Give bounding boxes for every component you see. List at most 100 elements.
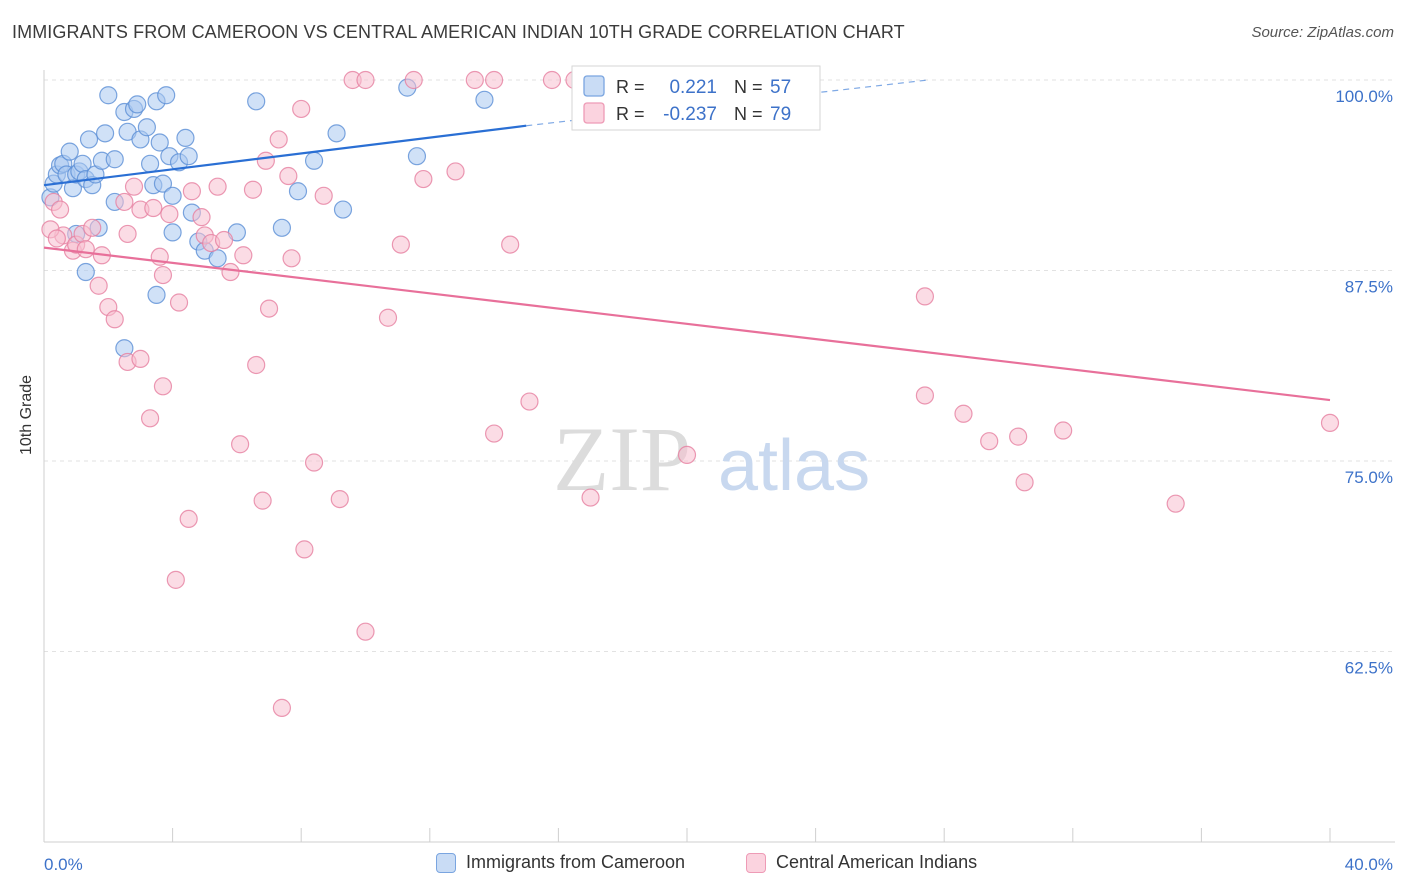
point-central-american-indian[interactable] xyxy=(378,308,398,327)
stats-n-value: 79 xyxy=(770,104,791,125)
point-central-american-indian[interactable] xyxy=(501,235,520,254)
point-central-american-indian[interactable] xyxy=(446,162,465,181)
point-cameroon[interactable] xyxy=(272,218,292,237)
point-central-american-indian[interactable] xyxy=(485,70,504,90)
point-central-american-indian[interactable] xyxy=(915,287,935,306)
point-central-american-indian[interactable] xyxy=(115,192,134,212)
point-central-american-indian[interactable] xyxy=(118,224,137,244)
point-cameroon[interactable] xyxy=(128,95,147,114)
point-cameroon[interactable] xyxy=(79,130,99,149)
point-central-american-indian[interactable] xyxy=(131,349,150,368)
point-central-american-indian[interactable] xyxy=(677,445,697,465)
point-central-american-indian[interactable] xyxy=(231,435,250,454)
point-central-american-indian[interactable] xyxy=(581,488,600,507)
point-cameroon[interactable] xyxy=(179,147,198,166)
point-central-american-indian[interactable] xyxy=(1015,473,1034,492)
point-central-american-indian[interactable] xyxy=(208,177,227,196)
point-cameroon[interactable] xyxy=(176,128,195,148)
point-central-american-indian[interactable] xyxy=(259,299,279,318)
point-central-american-indian[interactable] xyxy=(247,355,266,375)
stats-n-label: N = xyxy=(734,77,763,97)
point-central-american-indian[interactable] xyxy=(282,249,301,268)
point-central-american-indian[interactable] xyxy=(179,509,198,529)
point-cameroon[interactable] xyxy=(153,174,173,193)
point-cameroon[interactable] xyxy=(304,151,324,170)
point-cameroon[interactable] xyxy=(208,249,227,268)
point-central-american-indian[interactable] xyxy=(221,262,240,282)
point-central-american-indian[interactable] xyxy=(192,208,211,227)
point-cameroon[interactable] xyxy=(105,150,124,169)
point-central-american-indian[interactable] xyxy=(89,276,108,295)
point-cameroon[interactable] xyxy=(147,285,166,304)
stats-r-value: -0.237 xyxy=(663,104,717,125)
bottom-legend: Immigrants from Cameroon Central America… xyxy=(0,852,1406,878)
point-central-american-indian[interactable] xyxy=(292,99,311,119)
point-central-american-indian[interactable] xyxy=(144,198,163,218)
point-central-american-indian[interactable] xyxy=(542,70,562,90)
point-cameroon[interactable] xyxy=(150,133,169,152)
point-central-american-indian[interactable] xyxy=(153,265,173,285)
point-central-american-indian[interactable] xyxy=(253,491,272,510)
point-central-american-indian[interactable] xyxy=(269,130,288,149)
point-cameroon[interactable] xyxy=(247,92,266,111)
point-central-american-indian[interactable] xyxy=(314,186,333,205)
point-cameroon[interactable] xyxy=(333,200,353,219)
point-central-american-indian[interactable] xyxy=(256,151,275,170)
point-cameroon[interactable] xyxy=(407,147,427,166)
point-cameroon[interactable] xyxy=(327,124,346,143)
point-central-american-indian[interactable] xyxy=(1166,494,1185,513)
y-tick-label: 62.5% xyxy=(1345,659,1393,678)
point-cameroon[interactable] xyxy=(157,86,176,105)
point-central-american-indian[interactable] xyxy=(356,70,375,90)
point-cameroon[interactable] xyxy=(475,90,494,109)
point-central-american-indian[interactable] xyxy=(83,218,102,237)
point-central-american-indian[interactable] xyxy=(272,698,292,717)
point-central-american-indian[interactable] xyxy=(915,386,935,405)
point-central-american-indian[interactable] xyxy=(279,166,298,186)
point-central-american-indian[interactable] xyxy=(954,404,973,423)
point-central-american-indian[interactable] xyxy=(76,240,95,259)
point-central-american-indian[interactable] xyxy=(414,169,433,189)
point-central-american-indian[interactable] xyxy=(105,310,124,329)
point-central-american-indian[interactable] xyxy=(356,622,375,641)
point-cameroon[interactable] xyxy=(99,86,118,105)
point-cameroon[interactable] xyxy=(76,262,95,282)
point-central-american-indian[interactable] xyxy=(485,424,504,443)
point-cameroon[interactable] xyxy=(140,154,160,173)
point-central-american-indian[interactable] xyxy=(182,182,201,201)
point-cameroon[interactable] xyxy=(137,118,156,137)
point-central-american-indian[interactable] xyxy=(1009,427,1028,446)
point-central-american-indian[interactable] xyxy=(47,229,66,248)
point-central-american-indian[interactable] xyxy=(330,490,349,509)
point-central-american-indian[interactable] xyxy=(243,180,263,199)
point-central-american-indian[interactable] xyxy=(160,205,179,224)
point-cameroon[interactable] xyxy=(163,223,182,242)
point-central-american-indian[interactable] xyxy=(465,70,484,90)
point-central-american-indian[interactable] xyxy=(520,392,539,411)
point-cameroon[interactable] xyxy=(163,186,182,205)
legend-label-central-american-indians: Central American Indians xyxy=(776,852,978,872)
point-central-american-indian[interactable] xyxy=(304,453,324,472)
legend-item-central-american-indians[interactable]: Central American Indians xyxy=(746,852,977,873)
point-central-american-indian[interactable] xyxy=(391,235,410,254)
point-central-american-indian[interactable] xyxy=(214,230,234,250)
point-central-american-indian[interactable] xyxy=(234,246,253,265)
point-central-american-indian[interactable] xyxy=(140,409,160,428)
stats-legend-box xyxy=(571,65,821,131)
point-cameroon[interactable] xyxy=(95,124,115,143)
point-central-american-indian[interactable] xyxy=(124,177,144,196)
point-central-american-indian[interactable] xyxy=(295,540,314,559)
point-cameroon[interactable] xyxy=(288,182,308,201)
point-central-american-indian[interactable] xyxy=(404,70,423,90)
point-central-american-indian[interactable] xyxy=(1054,421,1073,440)
point-cameroon[interactable] xyxy=(60,142,79,161)
point-central-american-indian[interactable] xyxy=(1320,413,1340,432)
point-central-american-indian[interactable] xyxy=(980,432,999,451)
point-central-american-indian[interactable] xyxy=(50,200,70,219)
point-central-american-indian[interactable] xyxy=(169,293,189,312)
point-central-american-indian[interactable] xyxy=(166,570,185,589)
x-tick-label: 0.0% xyxy=(44,855,83,874)
point-central-american-indian[interactable] xyxy=(153,377,173,396)
legend-item-cameroon[interactable]: Immigrants from Cameroon xyxy=(436,852,685,873)
